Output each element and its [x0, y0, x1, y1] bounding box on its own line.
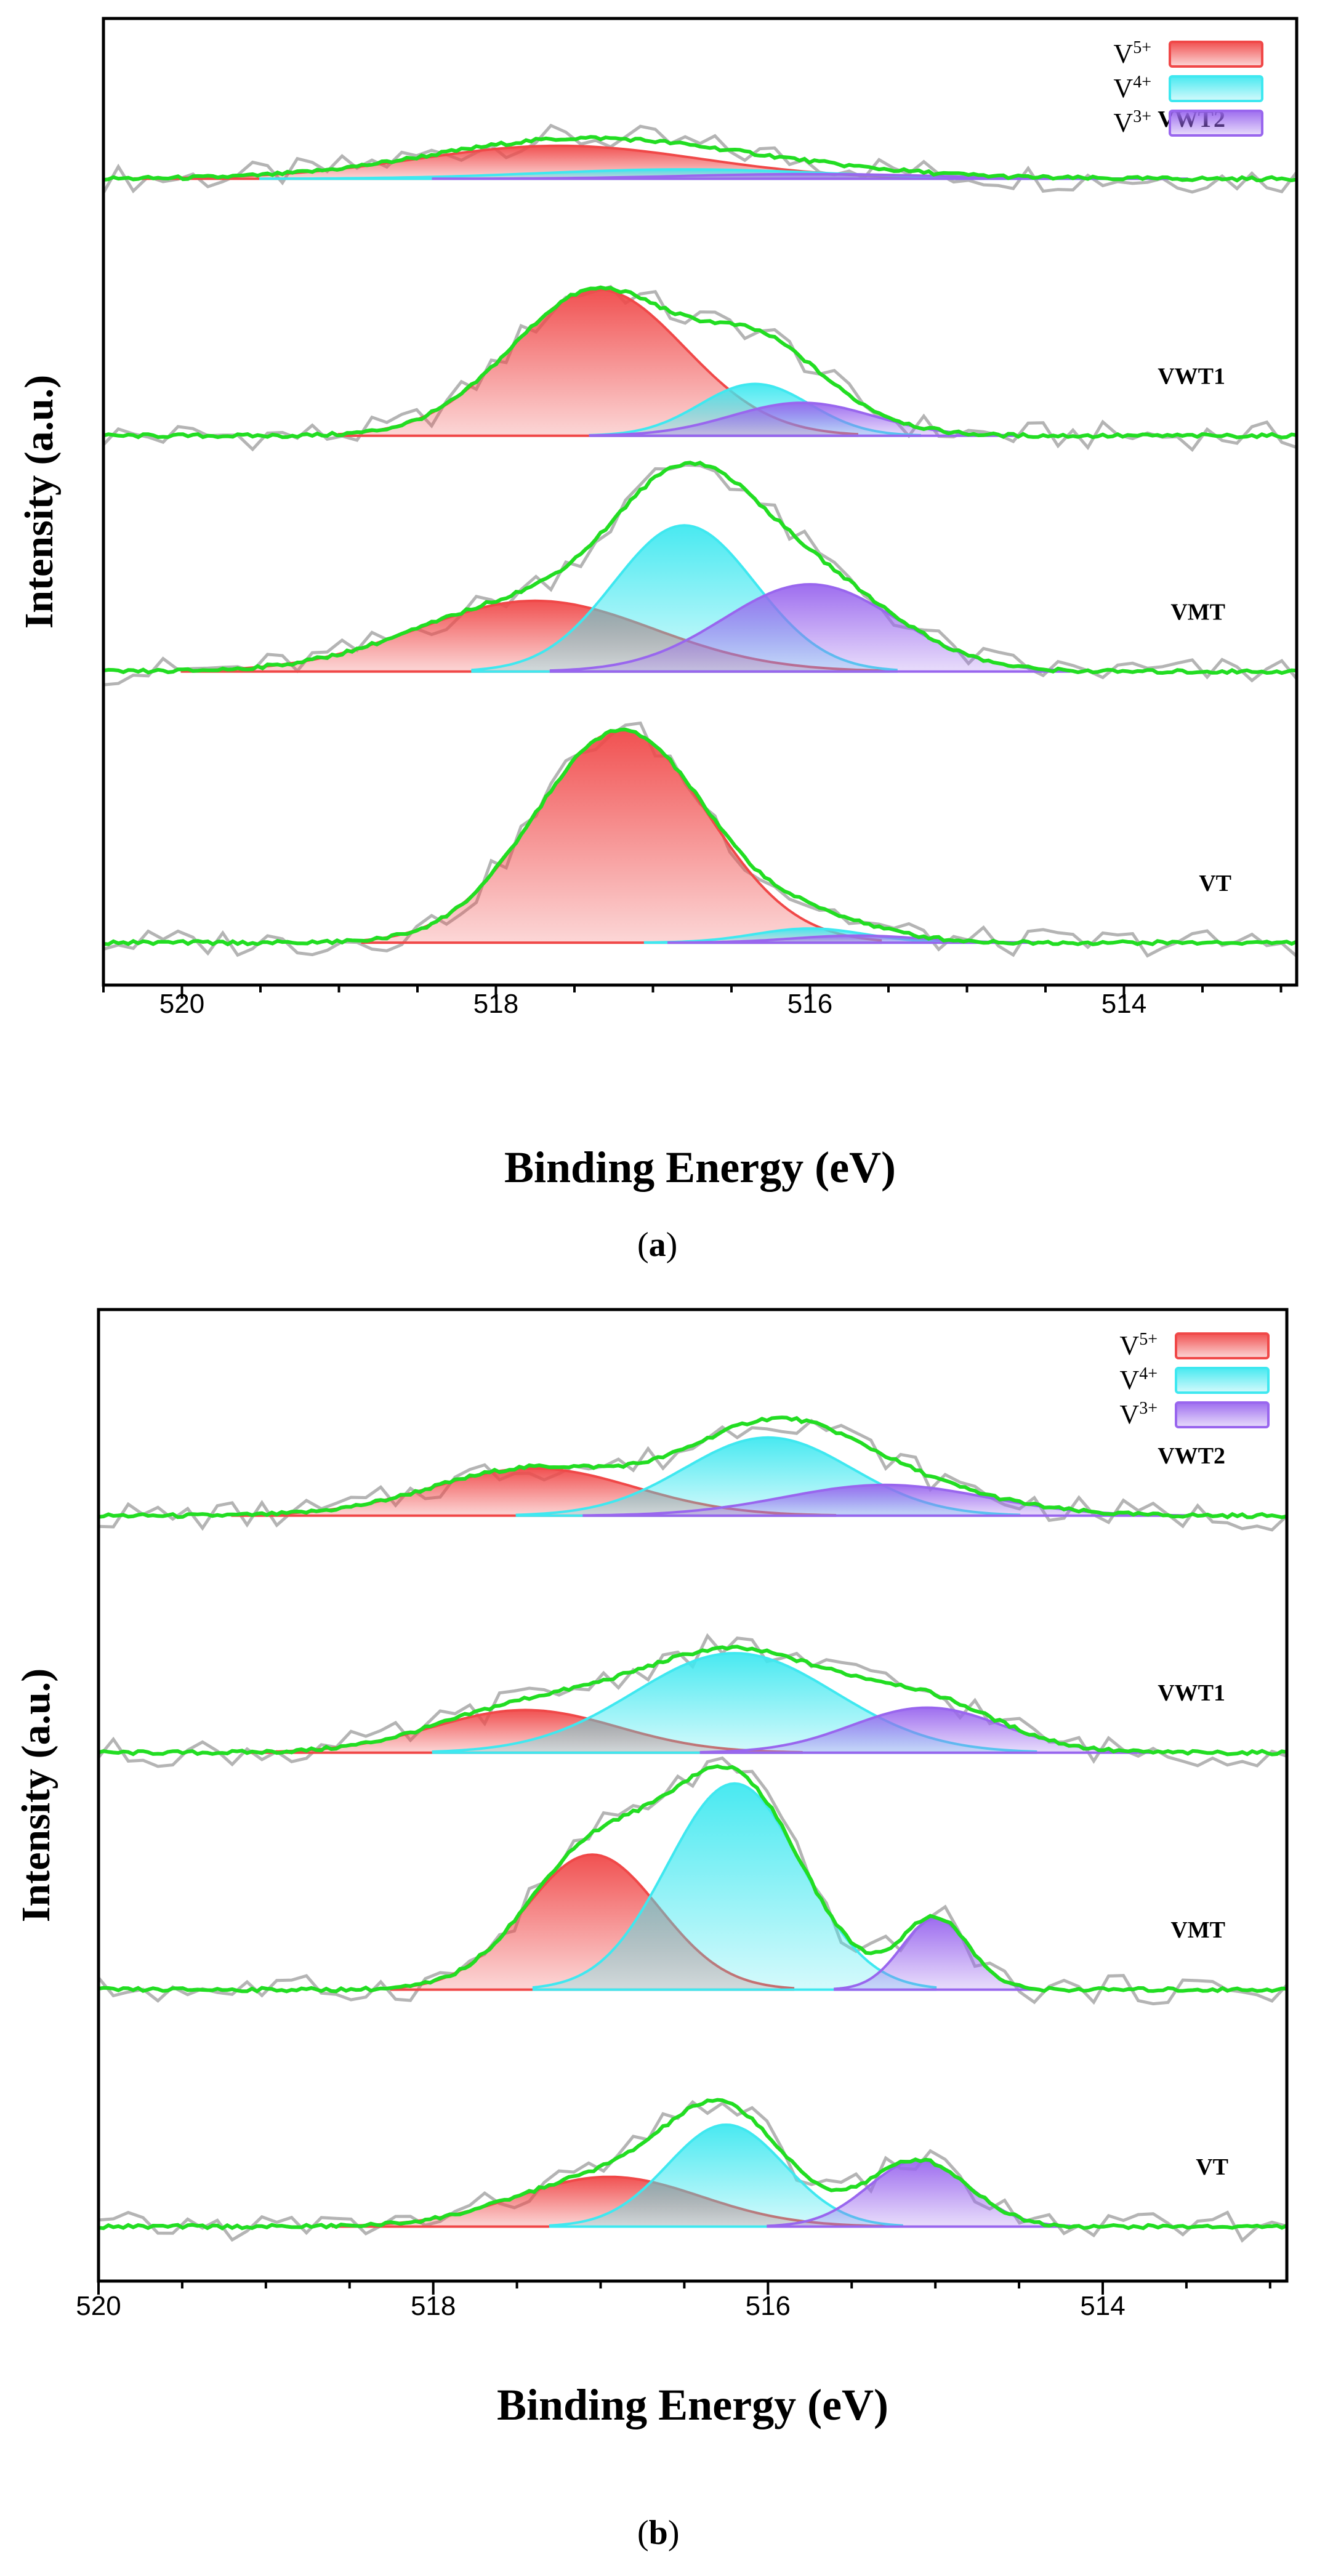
legend-swatch-5plus	[1169, 41, 1263, 68]
y-axis-title: Intensity (a.u.)	[17, 375, 62, 629]
fit-envelope	[103, 727, 1297, 947]
legend-swatch-3plus	[1169, 110, 1263, 137]
y-axis-title: Intensity (a.u.)	[14, 1668, 58, 1923]
series-vmt	[99, 1756, 1287, 2006]
legend-label-5plus: V5+	[1119, 1330, 1158, 1361]
plot-area	[99, 1415, 1287, 2243]
raw-spectrum	[99, 2099, 1287, 2243]
series-vwt1	[99, 1633, 1287, 1768]
sample-label-vmt: VMT	[1170, 1917, 1225, 1943]
x-tick-label: 516	[787, 989, 832, 1019]
series-vmt	[103, 461, 1297, 686]
x-tick-label: 514	[1102, 989, 1146, 1019]
fit-envelope	[99, 1644, 1287, 1757]
plot-frame	[102, 17, 1299, 987]
series-vwt1	[103, 284, 1297, 453]
sample-label-vwt2: VWT2	[1158, 1443, 1225, 1469]
panel-a-caption: (a)	[637, 1226, 678, 1264]
fit-envelope	[99, 1764, 1287, 1994]
legend: V5+ V4+ V3+	[1113, 38, 1263, 138]
x-tick-label: 516	[746, 2291, 791, 2321]
fit-envelope	[103, 461, 1297, 675]
component-peak-v4plus	[532, 1782, 937, 1991]
series-vt	[103, 721, 1297, 958]
legend: V5+V4+ V3+	[1119, 1330, 1270, 1430]
sample-label-vt: VT	[1196, 2154, 1228, 2180]
x-axis-title: Binding Energy (eV)	[497, 2380, 888, 2429]
legend-swatch-5plus	[1175, 1332, 1270, 1359]
panel-b-chart: VWT2 VWT1 VMT VT 520 518 516 514 Binding Energy …	[14, 1308, 1289, 2429]
x-tick-label: 518	[411, 2291, 456, 2321]
legend-swatch-4plus	[1169, 75, 1263, 102]
series-vt	[99, 2098, 1287, 2243]
raw-spectrum	[99, 1756, 1287, 2006]
x-axis-title: Binding Energy (eV)	[504, 1143, 896, 1192]
sample-label-vwt1: VWT1	[1158, 1680, 1225, 1706]
series-vwt2	[99, 1415, 1287, 1532]
legend-label-5plus: V5+	[1113, 38, 1151, 69]
sample-label-vt: VT	[1199, 871, 1231, 896]
x-tick-label: 520	[159, 989, 204, 1019]
raw-spectrum	[103, 123, 1297, 194]
fit-envelope	[99, 1415, 1287, 1519]
raw-spectrum	[99, 1419, 1287, 1532]
x-tick-label: 518	[473, 989, 518, 1019]
fit-envelope	[103, 285, 1297, 440]
panel-b-caption: (b)	[637, 2514, 680, 2552]
legend-swatch-3plus	[1175, 1401, 1270, 1428]
legend-label-3plus: V3+	[1113, 107, 1151, 138]
fit-envelope	[99, 2098, 1287, 2231]
sample-label-vwt1: VWT1	[1158, 364, 1225, 390]
x-tick-label: 514	[1080, 2291, 1125, 2321]
legend-label-4plus: V4+	[1113, 73, 1151, 103]
series-vwt2	[103, 123, 1297, 194]
plot-area	[103, 123, 1297, 958]
component-peak-v5plus	[361, 729, 882, 944]
fit-envelope	[103, 135, 1297, 183]
plot-frame	[97, 1308, 1289, 2283]
sample-label-vmt: VMT	[1170, 599, 1225, 625]
x-tick-label: 520	[76, 2291, 121, 2321]
legend-swatch-4plus	[1175, 1367, 1270, 1394]
legend-label-3plus: V3+	[1119, 1399, 1158, 1430]
legend-label-4plus: V4+	[1119, 1364, 1158, 1395]
